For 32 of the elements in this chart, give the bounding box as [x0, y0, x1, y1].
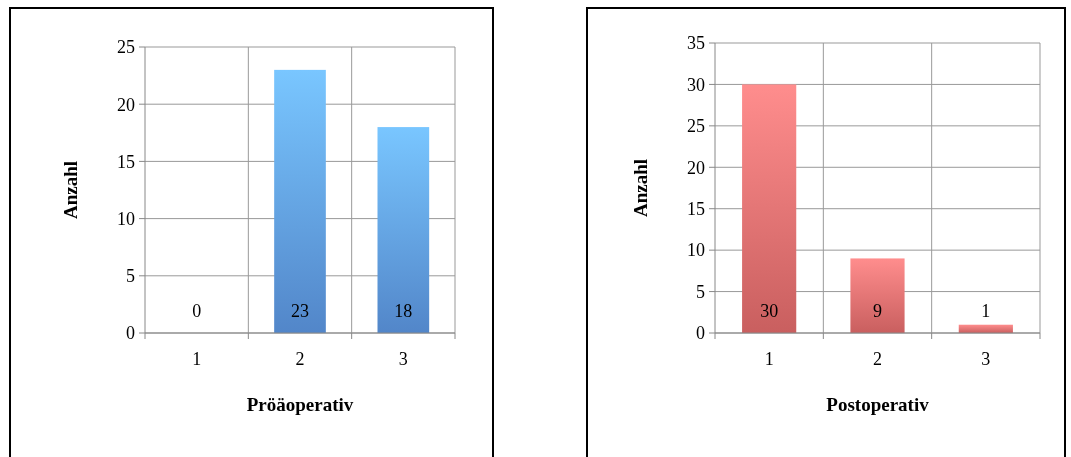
bar [850, 258, 905, 333]
data-label: 1 [981, 301, 991, 321]
data-label: 30 [760, 301, 779, 321]
y-tick-label: 25 [117, 37, 135, 58]
y-tick-label: 30 [687, 74, 705, 95]
y-tick-label: 10 [117, 208, 135, 229]
y-tick-label: 0 [696, 323, 705, 344]
x-axis-title: Postoperativ [826, 394, 930, 415]
x-tick-label: 3 [981, 349, 991, 369]
data-label: 23 [291, 301, 309, 321]
y-tick-label: 10 [687, 240, 705, 261]
y-tick-label: 20 [117, 94, 135, 115]
x-tick-label: 1 [764, 349, 774, 369]
x-tick-label: 2 [295, 349, 305, 369]
y-axis-title: Anzahl [60, 160, 81, 220]
y-tick-label: 5 [126, 266, 135, 287]
data-label: 9 [873, 301, 882, 321]
y-axis-title: Anzahl [630, 158, 651, 218]
y-tick-label: 5 [696, 281, 705, 302]
x-axis-title: Pröäoperativ [246, 394, 354, 415]
x-tick-label: 3 [398, 349, 408, 369]
y-tick-label: 20 [687, 157, 705, 178]
bar [742, 84, 797, 333]
y-tick-label: 15 [117, 151, 135, 172]
y-tick-label: 0 [126, 323, 135, 344]
y-tick-label: 35 [687, 33, 705, 54]
data-label: 0 [192, 301, 202, 321]
y-tick-label: 25 [687, 116, 705, 137]
x-tick-label: 1 [192, 349, 202, 369]
x-tick-label: 2 [873, 349, 882, 369]
data-label: 18 [394, 301, 413, 321]
y-tick-label: 15 [687, 199, 705, 220]
